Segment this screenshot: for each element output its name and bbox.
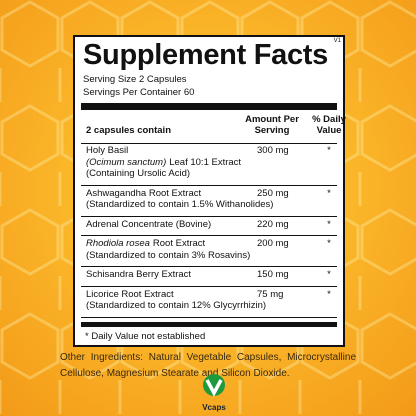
servings-per-container: Servings Per Container 60 [83,87,195,98]
ingredient-row: Licorice Root Extract (Standardized to co… [81,289,337,318]
ingredient-name: Adrenal Concentrate (Bovine) [86,219,211,231]
name-line: (Standardized to contain 12% Glycyrrhizi… [86,300,266,312]
header-row: 2 capsules contain Amount Per Serving % … [81,113,346,144]
ingredient-row: Rhodiola rosea Root Extract (Standardized … [81,238,337,267]
daily-value: * [327,238,331,249]
logo-text: Vcaps [202,403,226,412]
header-daily-value: % Daily Value [312,114,346,136]
daily-value: * [327,218,331,230]
thick-rule [81,103,337,110]
ingredient-row: Ashwagandha Root Extract (Standardized to… [81,188,337,217]
ingredient-row: Schisandra Berry Extract 150 mg * [81,269,337,287]
name-text: Leaf 10:1 Extract [169,156,242,168]
amount: 250 mg [257,187,289,199]
name-text: (Standardized to contain 3% Rosavins) [86,249,251,261]
name-text: Licorice Root Extract [86,288,174,300]
other-ingredients: Other Ingredients: Natural Vegetable Cap… [60,352,356,379]
name-line: Ashwagandha Root Extract [86,188,273,200]
version: V1 [333,38,341,44]
name-text: Schisandra Berry Extract [86,269,192,280]
name-line: Licorice Root Extract [86,289,266,301]
daily-value: * [327,145,331,156]
name-line: (Standardized to contain 3% Rosavins) [86,250,250,262]
logo-icon [203,374,225,397]
serving-size: Serving Size 2 Capsules [83,74,187,85]
name-text: Root Extract [152,238,206,249]
ingredient-row: Adrenal Concentrate (Bovine) 220 mg * [81,218,337,236]
ingredient-name: Holy Basil (Ocimum sanctum) Leaf 10:1 Extr… [86,145,241,180]
name-line: (Ocimum sanctum) Leaf 10:1 Extract [86,157,241,169]
title: Supplement Facts [83,39,328,71]
footnote: * Daily Value not established [85,331,206,342]
amount: 150 mg [257,269,289,280]
name-text: Adrenal Concentrate (Bovine) [86,218,212,230]
ingredient-name: Rhodiola rosea Root Extract (Standardized … [86,238,250,261]
daily-value: * [327,269,331,280]
ingredient-name: Licorice Root Extract (Standardized to co… [86,289,266,312]
facts-panel: Supplement Facts V1 Serving Size 2 Capsu… [73,35,346,347]
name-line: Schisandra Berry Extract [86,269,191,281]
daily-value: * [327,187,331,199]
ingredient-name: Ashwagandha Root Extract (Standardized to… [86,188,273,211]
name-text: (Standardized to contain 12% Glycyrrhizi… [86,300,267,311]
name-text: Ashwagandha Root Extract [86,187,202,199]
name-line: Holy Basil [86,145,241,157]
amount: 75 mg [257,288,284,300]
name-line: (Containing Ursolic Acid) [86,168,241,180]
amount: 200 mg [257,238,289,249]
name-text: (Containing Ursolic Acid) [86,168,191,179]
daily-value: * [327,288,331,300]
name-line: Rhodiola rosea Root Extract [86,238,250,250]
amount: 300 mg [257,145,289,156]
name-text: Holy Basil [86,145,129,156]
header-amount: Amount Per Serving [245,114,299,136]
header-ingredient: 2 capsules contain [86,125,172,136]
vcaps-logo: Vcaps [192,372,236,412]
thick-rule [81,322,337,327]
amount: 220 mg [257,218,289,230]
name-line: (Standardized to contain 1.5% Withanolid… [86,199,273,211]
name-line: Adrenal Concentrate (Bovine) [86,219,211,231]
name-text: (Standardized to contain 1.5% Withanolid… [86,199,274,210]
name-text: (Ocimum sanctum) [86,156,167,168]
name-text: Rhodiola rosea [86,238,150,249]
ingredient-name: Schisandra Berry Extract [86,269,191,281]
ingredient-row: Holy Basil (Ocimum sanctum) Leaf 10:1 Extr… [81,145,337,186]
